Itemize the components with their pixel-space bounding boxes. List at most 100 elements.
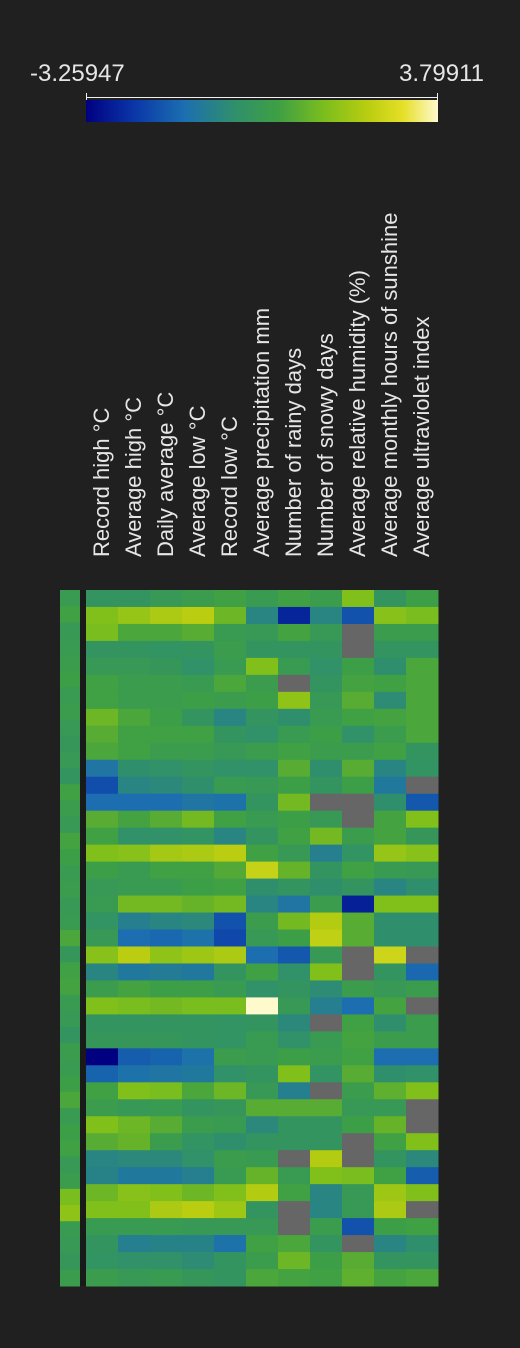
heatmap-cell (342, 1201, 375, 1219)
heatmap-cell (214, 1031, 247, 1049)
heatmap-cell (214, 1082, 247, 1100)
row-group-cell (60, 622, 80, 640)
heatmap-cell (278, 742, 311, 761)
heatmap-cell (406, 810, 439, 829)
row-group-cell (60, 1043, 80, 1060)
heatmap-cell (246, 997, 279, 1015)
heatmap-cell (278, 1031, 311, 1049)
heatmap-cell (278, 963, 311, 981)
heatmap-cell (214, 1150, 247, 1168)
heatmap-cell (406, 793, 439, 812)
heatmap-cell (118, 674, 151, 693)
heatmap-cell (342, 1269, 375, 1287)
heatmap-cell (86, 827, 119, 846)
heatmap-cell (278, 1048, 311, 1066)
heatmap-cell (342, 1116, 375, 1134)
heatmap-cell (182, 810, 215, 829)
heatmap-cell (374, 980, 407, 998)
heatmap-cell (182, 1150, 215, 1168)
heatmap-cell (406, 878, 439, 897)
heatmap-cell (246, 1082, 279, 1100)
heatmap-cell (342, 623, 375, 642)
heatmap-cell (246, 776, 279, 795)
heatmap-cell (150, 912, 183, 931)
heatmap-cell (406, 1082, 439, 1100)
row-group-cell (60, 1221, 80, 1238)
heatmap-cell (246, 793, 279, 812)
heatmap-cell (310, 895, 343, 914)
row-group-cell (60, 719, 80, 737)
heatmap-cell (118, 759, 151, 778)
heatmap-cell (246, 912, 279, 931)
heatmap-cell (214, 1235, 247, 1253)
heatmap-cell (214, 878, 247, 897)
heatmap-cell (342, 844, 375, 863)
heatmap-cell (118, 1218, 151, 1236)
heatmap-cell (342, 674, 375, 693)
heatmap-cell (86, 1082, 119, 1100)
colorbar-min-label: -3.25947 (30, 60, 125, 87)
heatmap-cell (214, 1184, 247, 1202)
heatmap-cell (182, 1252, 215, 1270)
heatmap-cell (374, 1269, 407, 1287)
heatmap-cell (182, 946, 215, 964)
heatmap-cell (214, 827, 247, 846)
heatmap-cell (214, 657, 247, 676)
row-group-cell (60, 1091, 80, 1109)
heatmap-cell (342, 1014, 375, 1032)
heatmap-cell (118, 1167, 151, 1185)
heatmap-cell (374, 1065, 407, 1083)
heatmap-cell (310, 1082, 343, 1100)
heatmap-cell (214, 861, 247, 880)
row-group-divider (80, 590, 86, 1286)
heatmap-cell (214, 606, 247, 625)
heatmap-cell (214, 776, 247, 795)
heatmap-cell (118, 623, 151, 642)
row-group-cell (60, 962, 80, 979)
row-group-cell (60, 768, 80, 785)
heatmap-cell (182, 793, 215, 812)
colorbar-min-tick (86, 93, 87, 101)
heatmap-cell (342, 912, 375, 931)
heatmap-cell (310, 1116, 343, 1134)
heatmap-cell (278, 606, 311, 625)
heatmap-cell (342, 810, 375, 829)
heatmap-cell (86, 895, 119, 914)
heatmap-cell (374, 861, 407, 880)
heatmap-cell (182, 708, 215, 727)
heatmap-cell (374, 657, 407, 676)
heatmap-cell (374, 929, 407, 947)
heatmap-cell (182, 1116, 215, 1134)
heatmap-cell (310, 640, 343, 659)
heatmap-cell (86, 1116, 119, 1134)
heatmap-cell (310, 1099, 343, 1117)
heatmap-cell (342, 946, 375, 964)
heatmap-cell (150, 980, 183, 998)
heatmap-cell (246, 1167, 279, 1185)
heatmap-cell (374, 623, 407, 642)
heatmap-cell (182, 1167, 215, 1185)
heatmap-cell (214, 929, 247, 947)
row-group-cell (60, 1172, 80, 1190)
heatmap-cell (406, 1184, 439, 1202)
heatmap-cell (86, 929, 119, 947)
heatmap-cell (342, 1031, 375, 1049)
heatmap-cell (406, 963, 439, 981)
heatmap-cell (246, 844, 279, 863)
heatmap-cell (150, 1235, 183, 1253)
heatmap-cell (150, 725, 183, 744)
heatmap-cell (278, 997, 311, 1015)
heatmap-cell (406, 623, 439, 642)
heatmap-cell (342, 657, 375, 676)
heatmap-cell (118, 1048, 151, 1066)
heatmap-cell (182, 759, 215, 778)
heatmap-cell (374, 1048, 407, 1066)
heatmap-cell (278, 1014, 311, 1032)
heatmap-cell (118, 1252, 151, 1270)
heatmap-cell (406, 1133, 439, 1151)
heatmap-cell (374, 1116, 407, 1134)
heatmap-cell (406, 1048, 439, 1066)
heatmap-cell (310, 997, 343, 1015)
heatmap-cell (182, 640, 215, 659)
heatmap-cell (278, 1252, 311, 1270)
